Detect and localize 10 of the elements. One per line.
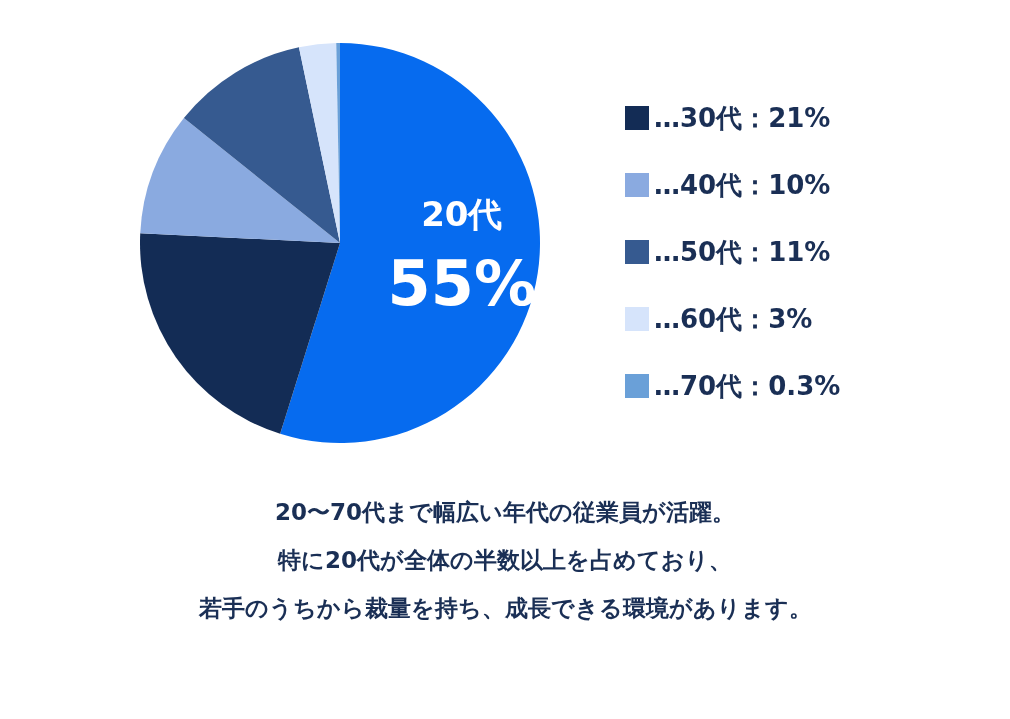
legend-label: …70代：0.3% bbox=[654, 371, 841, 401]
slice-label: 20代 bbox=[421, 193, 503, 234]
text: 特に20代が全体の半数以上を占めており、 bbox=[277, 546, 733, 573]
text: 20〜70代まで幅広い年代の従業員が活躍。 bbox=[274, 498, 736, 525]
text: 若手のうちから裁量を持ち、成長できる環境があります。 bbox=[197, 594, 812, 621]
legend-label: …40代：10% bbox=[654, 170, 831, 200]
data-label: 55% bbox=[387, 247, 537, 321]
legend-label: …50代：11% bbox=[654, 237, 831, 267]
legend-label: …30代：21% bbox=[654, 103, 831, 133]
legend-label: …60代：3% bbox=[654, 304, 813, 334]
